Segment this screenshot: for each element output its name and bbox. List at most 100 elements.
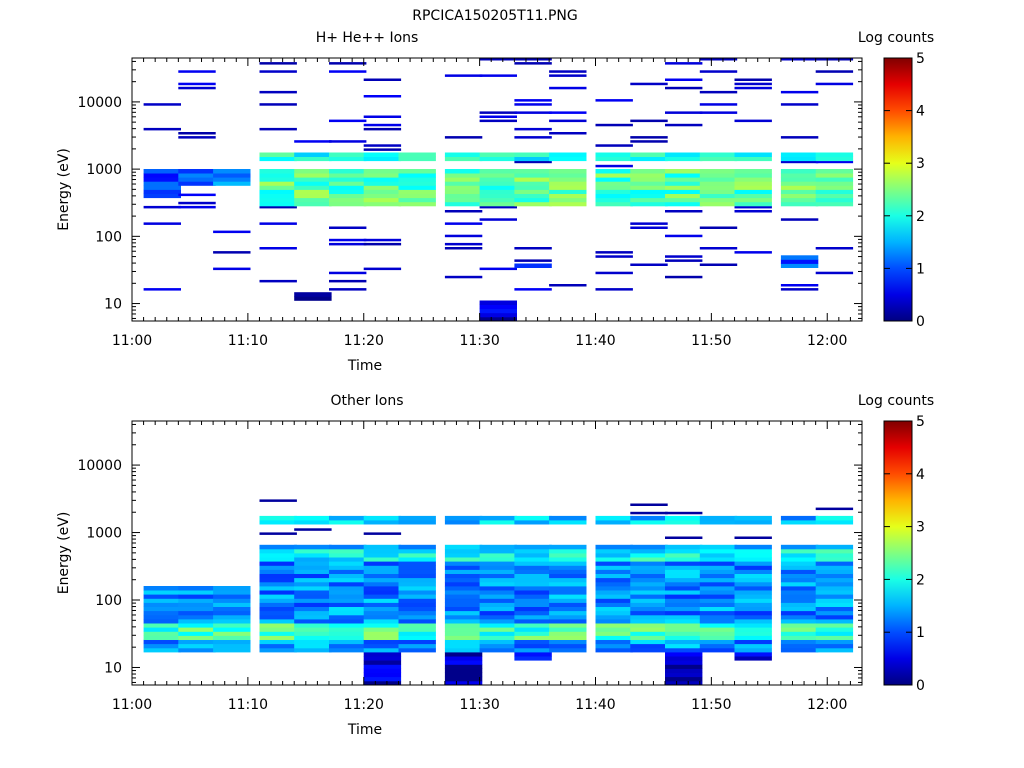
heatmap-cell: [815, 623, 854, 628]
heatmap-cell: [549, 169, 587, 174]
heatmap-cell: [815, 577, 854, 583]
heatmap-cell: [444, 515, 483, 521]
heatmap-cell: [259, 647, 297, 653]
heatmap-cell: [630, 631, 668, 636]
heatmap-cell: [398, 569, 436, 574]
heatmap-cell: [630, 623, 668, 628]
heatmap-cell: [143, 586, 181, 591]
heatmap-cell: [479, 614, 517, 620]
heatmap-cell: [143, 288, 181, 291]
heatmap-cell: [514, 594, 552, 599]
colorbar-tick-label: 4: [916, 104, 925, 120]
heatmap-cell: [329, 548, 367, 554]
heatmap-cell: [398, 614, 436, 620]
heatmap-cell: [398, 590, 436, 595]
heatmap-cell: [363, 594, 402, 599]
heatmap-cell: [444, 222, 483, 225]
heatmap-cell: [595, 643, 633, 649]
heatmap-cell: [595, 627, 633, 632]
heatmap-cell: [815, 553, 854, 558]
heatmap-cell: [259, 619, 297, 624]
heatmap-cell: [665, 569, 703, 574]
heatmap-cell: [213, 251, 251, 254]
heatmap-cell: [815, 627, 854, 632]
heatmap-cell: [665, 606, 703, 612]
heatmap-cell: [780, 569, 819, 574]
colorbar-tick-label: 1: [916, 625, 925, 641]
heatmap-cell: [514, 656, 552, 661]
heatmap-cell: [514, 639, 552, 645]
heatmap-cell: [549, 602, 587, 607]
heatmap-cell: [699, 201, 738, 207]
heatmap-cell: [444, 610, 483, 616]
heatmap-cell: [665, 577, 703, 583]
heatmap-cell: [363, 565, 402, 570]
heatmap-cell: [665, 275, 703, 279]
heatmap-cell: [630, 610, 668, 616]
heatmap-cell: [549, 181, 587, 186]
heatmap-cell: [630, 581, 668, 587]
heatmap-cell: [665, 173, 703, 178]
heatmap-cell: [363, 598, 402, 603]
heatmap-cell: [294, 569, 332, 574]
heatmap-cell: [329, 614, 367, 620]
heatmap-cell: [699, 639, 738, 645]
heatmap-cell: [479, 631, 517, 636]
heatmap-cell: [143, 169, 181, 174]
heatmap-cell: [178, 201, 216, 205]
heatmap-cell: [363, 656, 402, 661]
heatmap-cell: [398, 623, 436, 628]
heatmap-cell: [595, 99, 633, 102]
heatmap-cell: [444, 561, 483, 566]
heatmap-cell: [213, 586, 251, 591]
heatmap-cell: [444, 631, 483, 636]
heatmap-cell: [780, 643, 819, 649]
heatmap-cell: [444, 553, 483, 558]
heatmap-cell: [363, 515, 402, 521]
heatmap-cell: [259, 548, 297, 554]
heatmap-cell: [178, 193, 216, 197]
heatmap-cell: [780, 520, 819, 525]
heatmap-cell: [734, 643, 772, 649]
heatmap-cell: [363, 602, 402, 607]
heatmap-cell: [479, 520, 517, 525]
heatmap-cell: [363, 623, 402, 628]
heatmap-cell: [595, 189, 633, 194]
heatmap-cell: [294, 201, 332, 207]
heatmap-cell: [363, 123, 402, 127]
heatmap-cell: [699, 193, 738, 199]
heatmap-cell: [514, 515, 552, 521]
heatmap-cell: [780, 635, 819, 640]
heatmap-cell: [398, 544, 436, 550]
heatmap-cell: [665, 610, 703, 616]
heatmap-cell: [734, 652, 772, 657]
heatmap-cell: [780, 259, 819, 264]
heatmap-cell: [329, 635, 367, 640]
heatmap-cell: [363, 181, 402, 186]
heatmap-cell: [444, 639, 483, 645]
heatmap-cell: [294, 177, 332, 182]
heatmap-cell: [213, 606, 251, 612]
heatmap-cell: [259, 561, 297, 566]
heatmap-cell: [143, 602, 181, 607]
heatmap-cell: [363, 610, 402, 616]
heatmap-cell: [780, 515, 819, 521]
heatmap-cell: [595, 156, 633, 162]
heatmap-cell: [665, 573, 703, 579]
heatmap-cell: [549, 177, 587, 182]
heatmap-cell: [213, 647, 251, 653]
heatmap-cell: [479, 156, 517, 162]
heatmap-cell: [143, 177, 181, 182]
heatmap-cell: [444, 577, 483, 583]
heatmap-cell: [444, 672, 483, 678]
heatmap-cell: [444, 242, 483, 246]
heatmap-cell: [294, 152, 332, 157]
heatmap-cell: [479, 569, 517, 574]
heatmap-cell: [665, 111, 703, 114]
heatmap-cell: [294, 189, 332, 194]
heatmap-cell: [514, 590, 552, 595]
heatmap-cell: [699, 247, 738, 250]
y-tick-label: 100: [95, 229, 122, 245]
heatmap-cell: [329, 193, 367, 199]
heatmap-cell: [665, 553, 703, 558]
